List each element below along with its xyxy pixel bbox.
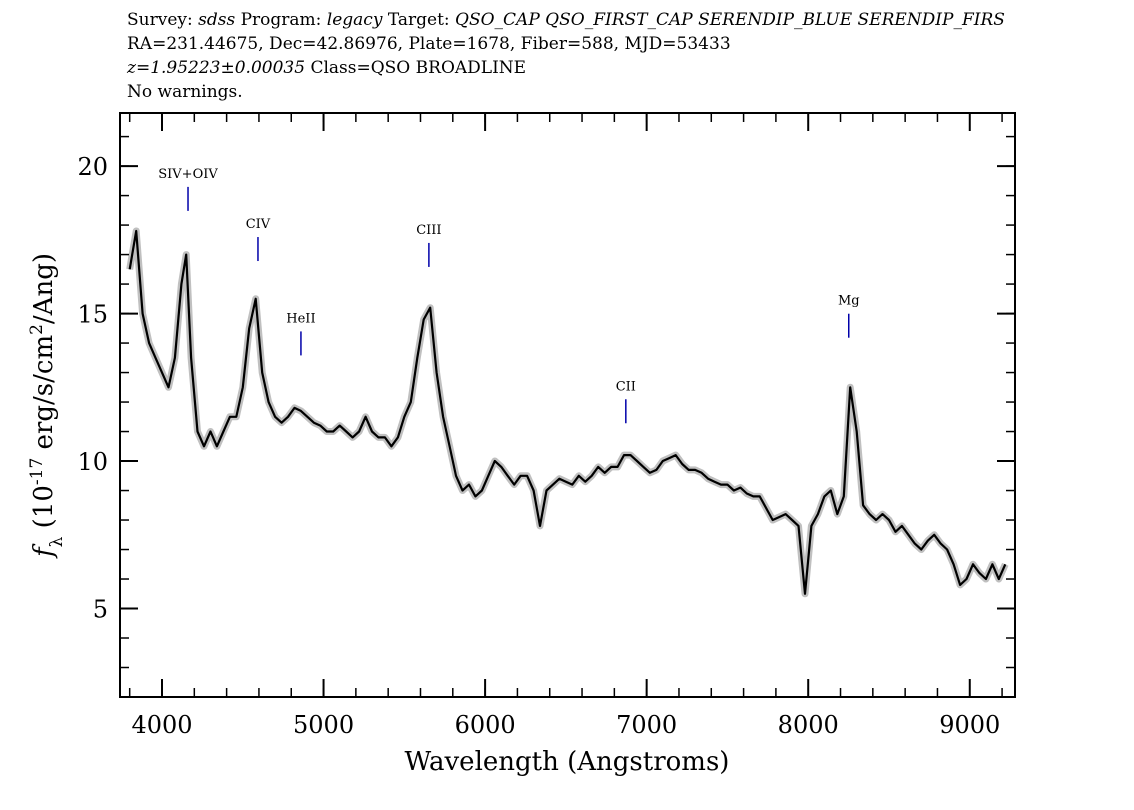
header-line: Survey: sdss Program: legacy Target: QSO… [127,10,1005,30]
header-segment: No warnings. [127,82,243,102]
plot-area: SIV+OIV CIV HeII CIII CII Mg [126,167,1009,598]
line-label: CII [616,379,636,394]
header-segment: Program: [235,10,327,30]
y-label-segment: erg/s/cm [29,335,59,458]
y-tick-label: 5 [93,596,108,624]
x-tick-label: 8000 [778,711,839,739]
header-line: RA=231.44675, Dec=42.86976, Plate=1678, … [127,34,731,54]
x-tick-label: 9000 [939,711,1000,739]
line-label: CIV [246,217,271,232]
y-label-segment: -17 [27,458,47,485]
y-label-segment: /Ang) [29,253,59,324]
y-tick-label: 20 [77,153,108,181]
header-segment: RA=231.44675, Dec=42.86976, Plate=1678, … [127,34,731,54]
header-segment: Class=QSO BROADLINE [305,58,526,78]
header-segment: legacy [327,10,383,30]
axes: 4000 5000 6000 7000 8000 9000 5 10 15 20 [77,113,1015,739]
x-tick-label: 4000 [131,711,192,739]
header-line: z=1.95223±0.00035 Class=QSO BROADLINE [126,58,526,78]
line-label: CIII [416,223,441,238]
line-label: SIV+OIV [158,167,218,182]
y-label-segment: 2 [27,324,47,335]
y-label-segment: λ [47,536,67,547]
y-label-segment: (10 [29,485,59,537]
y-tick-label: 10 [77,448,108,476]
header-segment: Survey: [127,10,198,30]
y-axis-label: fλ (10-17 erg/s/cm2/Ang) [27,253,67,559]
header-segment: QSO_CAP QSO_FIRST_CAP SERENDIP_BLUE SERE… [455,10,1005,30]
x-tick-label: 7000 [616,711,677,739]
header-segment: sdss [198,10,235,30]
flux-line [128,229,1007,595]
x-tick-label: 5000 [293,711,354,739]
header-segment: z=1.95223±0.00035 [126,58,305,78]
header-line: No warnings. [127,82,243,102]
header-segment: Target: [382,10,455,30]
plot-frame [119,112,1016,698]
x-axis-label: Wavelength (Angstroms) [405,747,730,777]
line-label: Mg [838,294,860,309]
x-tick-label: 6000 [455,711,516,739]
line-label: HeII [286,311,315,326]
header: Survey: sdss Program: legacy Target: QSO… [126,10,1005,102]
flux-band [126,227,1009,598]
y-tick-label: 15 [77,301,108,329]
